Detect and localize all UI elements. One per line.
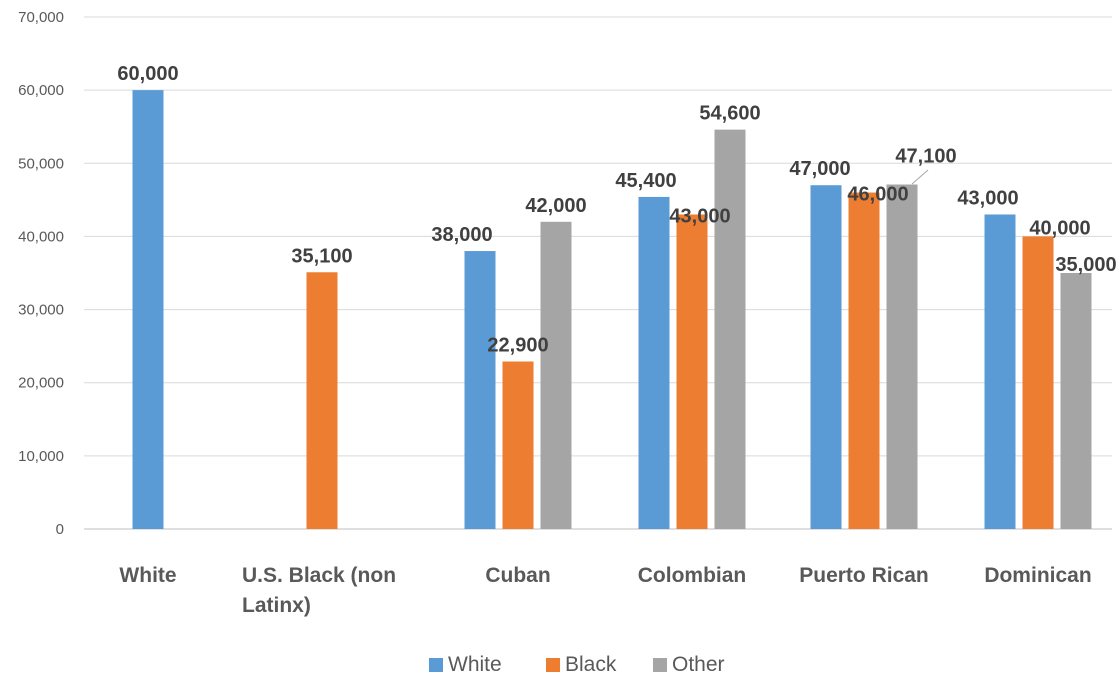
legend: White Black Other (429, 653, 725, 676)
bar-white-white (132, 90, 164, 530)
y-tick-label: 30,000 (18, 302, 64, 319)
bar-other-colombian (714, 129, 746, 529)
gridlines (84, 16, 1112, 530)
bar-black-puerto-rican (848, 192, 880, 530)
data-label: 42,000 (525, 195, 586, 217)
bars (132, 90, 1092, 530)
data-label: 38,000 (431, 224, 492, 246)
bar-black-us-black (306, 272, 338, 529)
x-tick-label: U.S. Black (non Latinx) (242, 564, 396, 617)
bar-black-dominican (1022, 236, 1054, 529)
bar-white-cuban (464, 251, 496, 530)
x-tick-label: Puerto Rican (799, 564, 929, 587)
y-tick-label: 40,000 (18, 228, 64, 245)
bar-other-puerto-rican (886, 184, 918, 530)
data-label: 43,000 (669, 205, 730, 227)
data-label: 35,000 (1055, 254, 1116, 276)
y-tick-label: 60,000 (18, 82, 64, 99)
data-label: 60,000 (117, 63, 178, 85)
data-label: 47,100 (895, 145, 956, 167)
x-tick-label: Colombian (638, 564, 747, 587)
data-label: 47,000 (789, 158, 850, 180)
legend-swatch-black (546, 658, 560, 672)
data-label: 22,900 (487, 335, 548, 357)
data-label: 54,600 (699, 103, 760, 125)
data-label: 43,000 (957, 187, 1018, 209)
x-tick-label: Cuban (485, 564, 550, 587)
legend-swatch-white (429, 658, 443, 672)
data-label: 40,000 (1029, 217, 1090, 239)
legend-swatch-other (653, 658, 667, 672)
data-label: 35,100 (291, 245, 352, 267)
y-tick-label: 50,000 (18, 155, 64, 172)
data-label: 45,400 (615, 170, 676, 192)
legend-label-black: Black (565, 653, 617, 676)
x-tick-label: White (119, 564, 176, 587)
data-label: 46,000 (847, 184, 908, 206)
y-tick-label: 20,000 (18, 375, 64, 392)
bar-white-colombian (638, 196, 670, 529)
y-tick-label: 70,000 (18, 9, 64, 26)
x-tick-label: Dominican (984, 564, 1091, 587)
data-labels: 60,000 35,100 38,000 22,900 42,000 45,400 43,0… (117, 63, 1116, 356)
bar-black-cuban (502, 361, 534, 529)
bar-white-dominican (984, 214, 1016, 529)
y-axis-tick-labels: 0 10,000 20,000 30,000 40,000 50,000 60,000 70,… (18, 9, 64, 538)
bar-other-cuban (540, 221, 572, 530)
x-axis-category-labels: White U.S. Black (non Latinx) Cuban Colombia… (119, 564, 1091, 617)
legend-label-white: White (448, 653, 502, 676)
bar-other-dominican (1060, 273, 1092, 529)
label-leader-line (911, 169, 929, 185)
legend-label-other: Other (672, 653, 725, 676)
bar-white-puerto-rican (810, 185, 842, 529)
y-tick-label: 0 (56, 521, 64, 538)
y-tick-label: 10,000 (18, 448, 64, 465)
bar-black-colombian (676, 214, 708, 529)
